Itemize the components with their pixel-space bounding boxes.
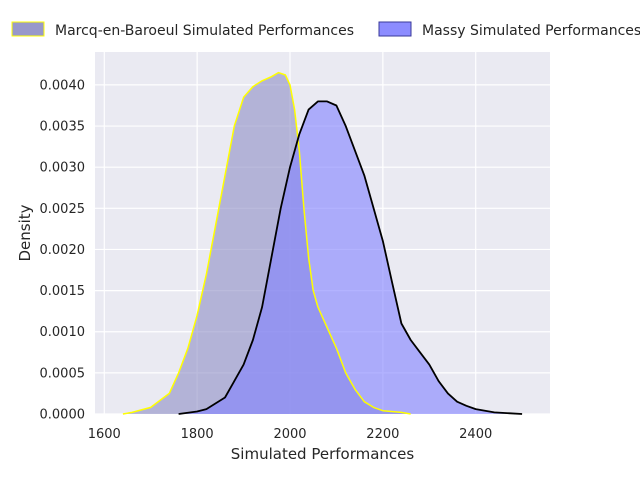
y-tick-label: 0.0005 (40, 366, 86, 381)
y-tick-label: 0.0025 (40, 202, 86, 217)
x-tick-label: 1800 (181, 427, 214, 442)
legend-label-marcq: Marcq-en-Baroeul Simulated Performances (55, 23, 354, 39)
y-tick-label: 0.0010 (40, 325, 86, 340)
series-line-0 (122, 71, 411, 415)
y-tick-label: 0.0035 (40, 120, 86, 135)
legend-label-massy: Massy Simulated Performances (422, 23, 640, 39)
y-tick-label: 0.0020 (40, 243, 86, 258)
y-tick-label: 0.0015 (40, 284, 86, 299)
series-area-1 (178, 101, 523, 415)
legend-swatch-massy (378, 21, 412, 37)
x-tick-label: 2400 (459, 427, 492, 442)
series-area-0 (122, 72, 411, 414)
tick-labels: 1600 1800 2000 2200 2400 0.0000 0.0005 0.0010 0.… (40, 78, 493, 442)
y-tick-label: 0.0040 (40, 78, 86, 93)
y-tick-label: 0.0030 (40, 161, 86, 176)
x-axis-label: Simulated Performances (231, 445, 415, 463)
legend: Marcq-en-Baroeul Simulated Performances … (11, 21, 640, 39)
y-tick-label: 0.0000 (40, 408, 86, 423)
x-tick-label: 1600 (88, 427, 121, 442)
y-axis-label: Density (16, 204, 34, 261)
x-tick-label: 2000 (273, 427, 306, 442)
x-tick-label: 2200 (366, 427, 399, 442)
legend-swatch-marcq (11, 21, 45, 37)
series-layer (122, 71, 523, 415)
series-line-1 (178, 100, 523, 415)
